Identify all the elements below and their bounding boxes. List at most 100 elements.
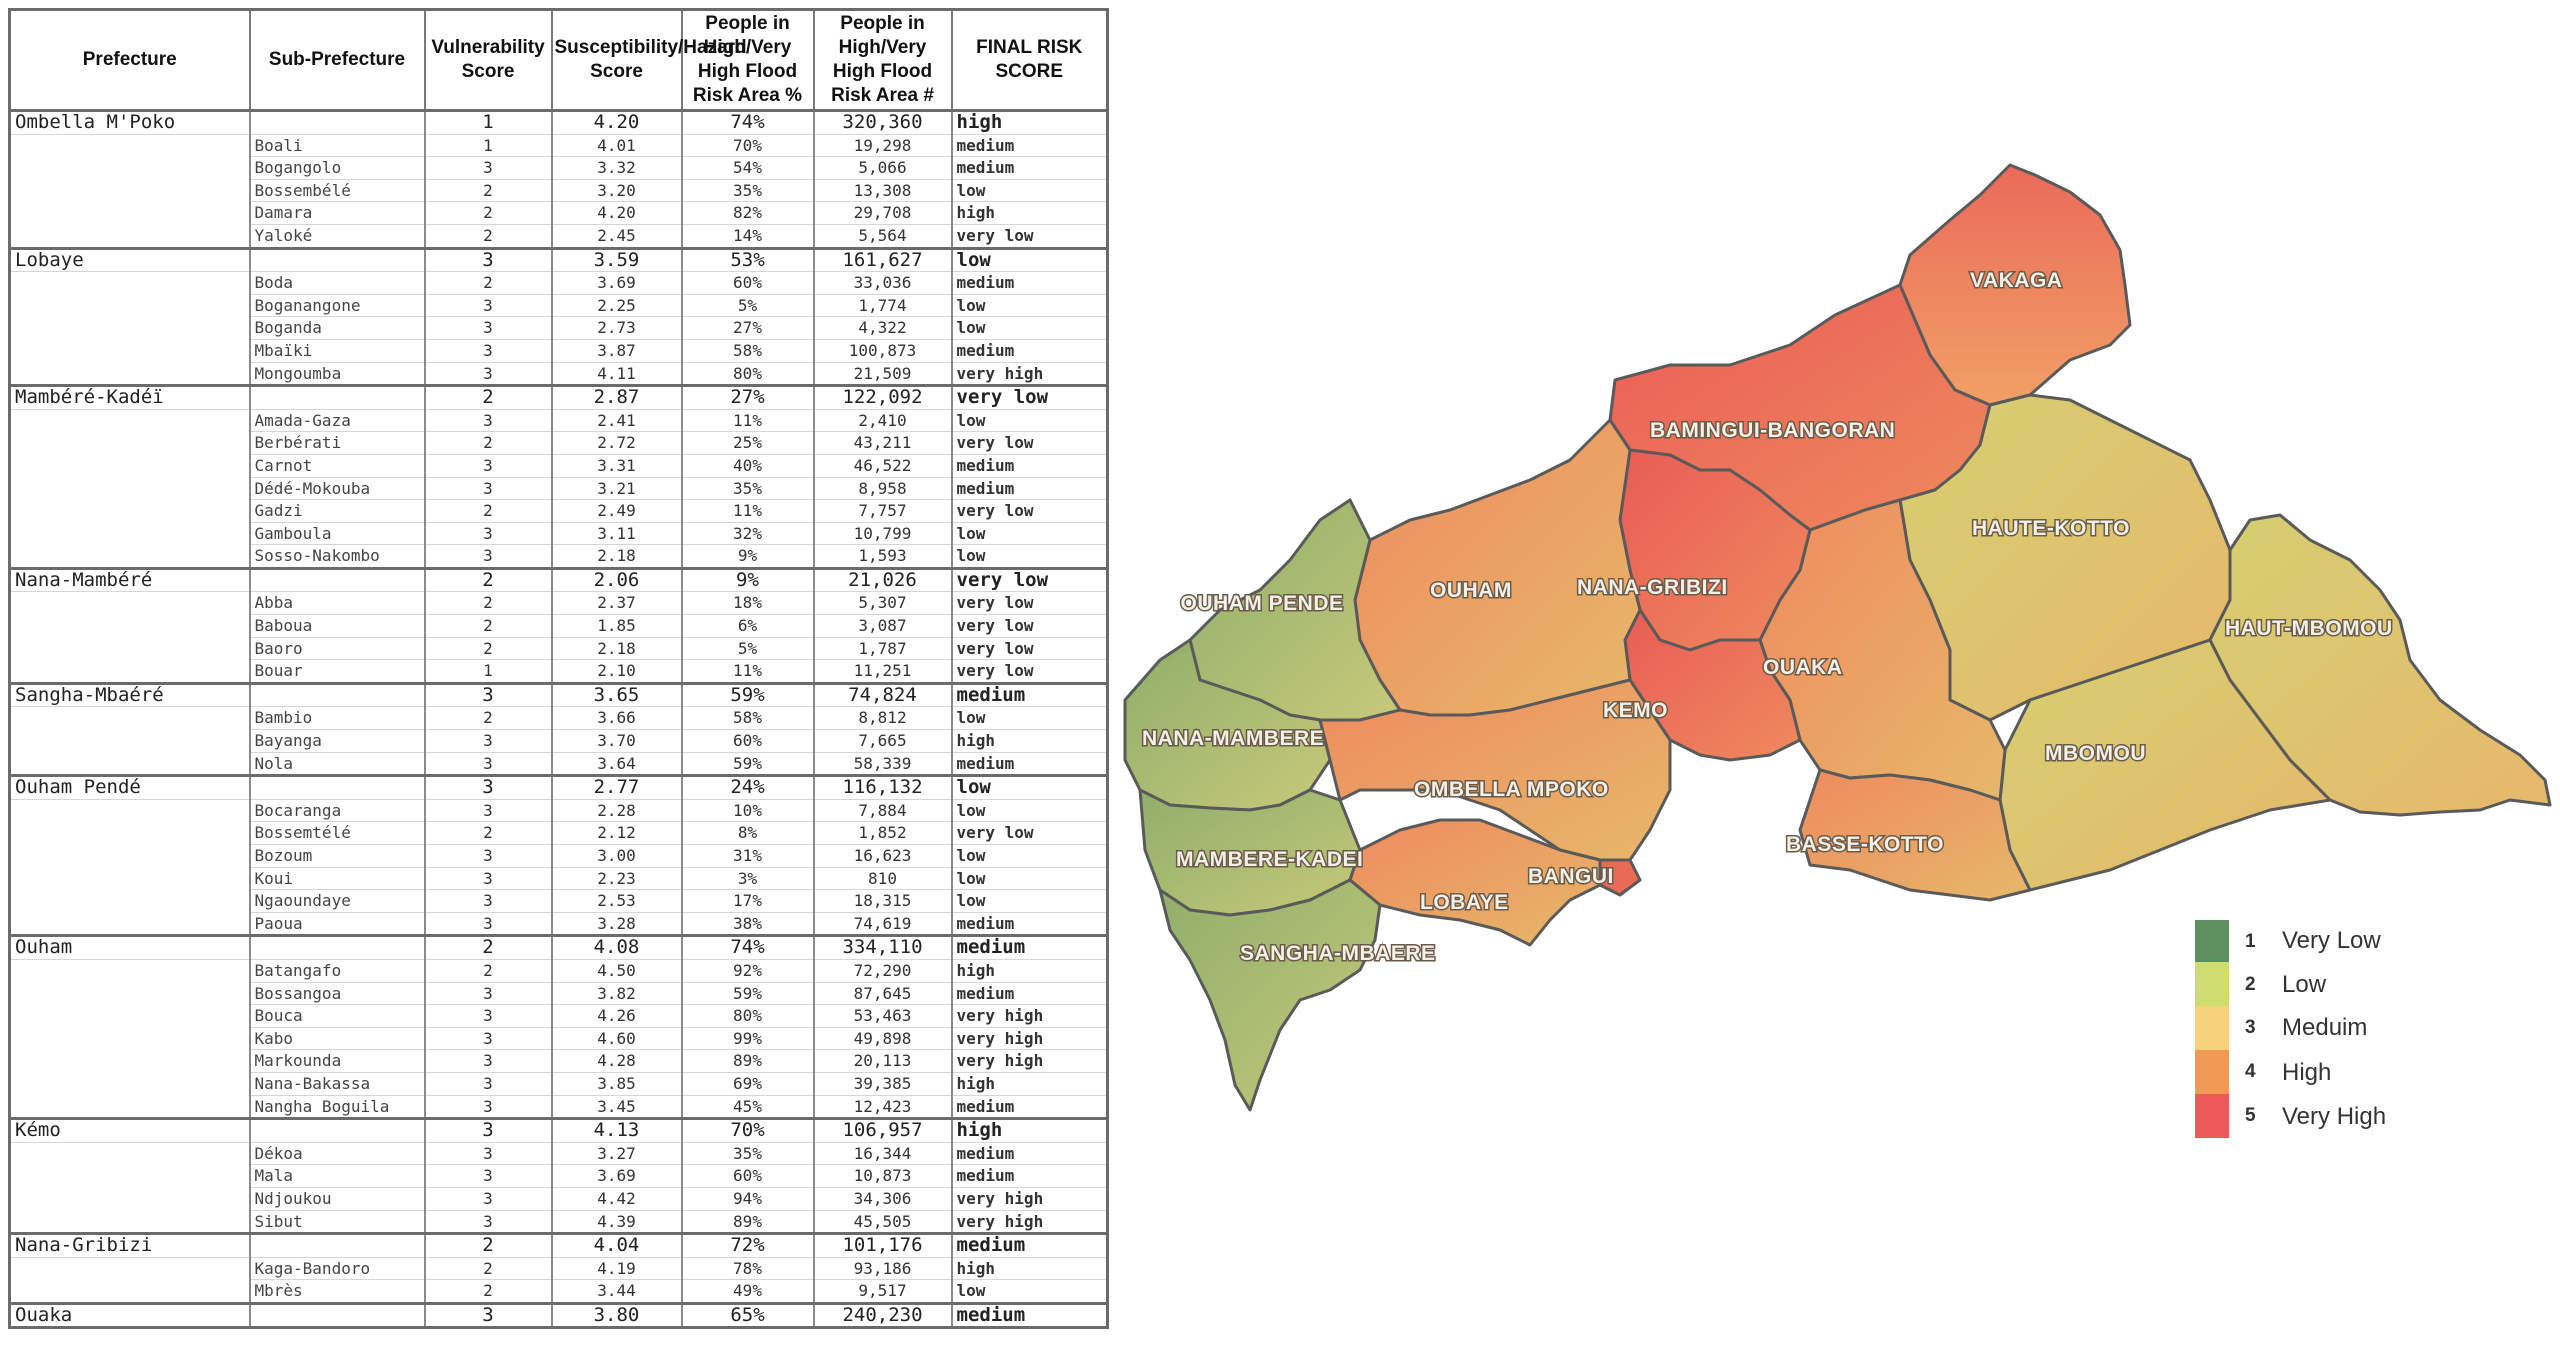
prefecture-cell [8,156,251,180]
legend-swatch-3 [2195,1006,2229,1050]
people-pct-cell: 11% [680,408,815,433]
sub-prefecture-row: Bossembélé 2 3.20 35% 13,308 low [8,178,1109,203]
prefecture-row: Ouham 2 4.08 74% 334,110 medium [8,934,1109,960]
prefecture-cell: Ouham [8,934,251,960]
people-count-cell: 1,787 [812,636,953,661]
sub-prefecture-cell: Sibut [248,1209,426,1235]
vulnerability-cell: 3 [423,544,553,569]
region-sangha-mbaere [1158,878,1382,1112]
people-pct-cell: 53% [680,246,815,273]
vulnerability-cell: 3 [423,1209,553,1235]
hazard-cell: 3.80 [550,1301,683,1329]
people-count-cell: 1,593 [812,544,953,569]
people-pct-cell: 27% [680,384,815,410]
hazard-cell: 3.82 [550,981,683,1006]
sub-prefecture-cell: Bossembélé [248,178,426,203]
people-pct-cell: 17% [680,889,815,913]
people-count-cell: 93,186 [812,1256,953,1281]
risk-cell: medium [950,1094,1109,1120]
prefecture-cell [8,201,251,225]
prefecture-cell [8,1256,251,1281]
hazard-cell: 2.28 [550,798,683,823]
vulnerability-cell: 3 [423,1026,553,1051]
sub-prefecture-cell: Bambio [248,706,426,731]
people-pct-cell: 24% [680,774,815,800]
people-pct-cell: 9% [680,544,815,569]
hazard-cell: 3.00 [550,844,683,868]
hazard-cell: 2.49 [550,499,683,523]
sub-prefecture-row: Abba 2 2.37 18% 5,307 very low [8,591,1109,616]
risk-cell: medium [950,1164,1109,1188]
people-count-cell: 7,884 [812,798,953,823]
col-header-final-risk: FINAL RISK SCORE [950,8,1109,112]
hazard-cell: 4.13 [550,1117,683,1143]
risk-cell: low [950,408,1109,433]
label-mambere-kadei: MAMBERE-KADEI [1176,848,1363,871]
people-count-cell: 39,385 [812,1071,953,1096]
hazard-cell: 4.19 [550,1256,683,1281]
sub-prefecture-row: Yaloké 2 2.45 14% 5,564 very low [8,223,1109,249]
sub-prefecture-cell: Markounda [248,1049,426,1073]
people-count-cell: 7,757 [812,499,953,523]
vulnerability-cell: 3 [423,453,553,478]
people-pct-cell: 35% [680,1141,815,1166]
vulnerability-cell: 3 [423,156,553,180]
sub-prefecture-row: Boganangone 3 2.25 5% 1,774 low [8,293,1109,318]
sub-prefecture-cell [248,1232,426,1258]
hazard-cell: 4.42 [550,1186,683,1211]
prefecture-cell [8,844,251,868]
vulnerability-cell: 2 [423,958,553,983]
sub-prefecture-cell: Dédé-Mokouba [248,476,426,501]
prefecture-cell [8,499,251,523]
label-kemo: KEMO [1603,699,1668,722]
risk-cell: medium [950,934,1109,960]
label-lobaye: LOBAYE [1420,891,1509,914]
prefecture-cell [8,476,251,501]
sub-prefecture-cell: Gadzi [248,499,426,523]
table-body: Ombella M'Poko 1 4.20 74% 320,360 high Boali 1 4… [8,109,1109,1329]
vulnerability-cell: 3 [423,316,553,340]
risk-cell: high [950,958,1109,983]
people-count-cell: 334,110 [812,934,953,960]
sub-prefecture-row: Koui 3 2.23 3% 810 low [8,866,1109,891]
hazard-cell: 4.01 [550,133,683,158]
people-count-cell: 20,113 [812,1049,953,1073]
sub-prefecture-row: Mongoumba 3 4.11 80% 21,509 very high [8,361,1109,387]
sub-prefecture-row: Bossemtélé 2 2.12 8% 1,852 very low [8,821,1109,845]
vulnerability-cell: 3 [423,729,553,753]
people-count-cell: 810 [812,866,953,891]
hazard-cell: 2.06 [550,566,683,593]
prefecture-row: Lobaye 3 3.59 53% 161,627 low [8,246,1109,273]
sub-prefecture-row: Mbrès 2 3.44 49% 9,517 low [8,1279,1109,1304]
people-pct-cell: 38% [680,911,815,937]
hazard-cell: 3.85 [550,1071,683,1096]
people-count-cell: 4,322 [812,316,953,340]
label-bamingui-bangoran: BAMINGUI-BANGORAN [1650,419,1895,442]
sub-prefecture-cell: Bocaranga [248,798,426,823]
prefecture-cell [8,981,251,1006]
label-bangui: BANGUI [1528,865,1614,888]
sub-prefecture-row: Nola 3 3.64 59% 58,339 medium [8,751,1109,777]
people-pct-cell: 27% [680,316,815,340]
hazard-cell: 3.69 [550,1164,683,1188]
risk-cell: low [950,316,1109,340]
label-haut-mbomou: HAUT-MBOMOU [2225,617,2393,640]
people-pct-cell: 69% [680,1071,815,1096]
people-count-cell: 33,036 [812,271,953,295]
vulnerability-cell: 3 [423,1049,553,1073]
vulnerability-cell: 2 [423,223,553,249]
hazard-cell: 3.64 [550,751,683,777]
hazard-cell: 3.28 [550,911,683,937]
people-count-cell: 9,517 [812,1279,953,1304]
hazard-cell: 2.73 [550,316,683,340]
vulnerability-cell: 3 [423,1071,553,1096]
vulnerability-cell: 3 [423,681,553,708]
people-pct-cell: 9% [680,566,815,593]
sub-prefecture-row: Sibut 3 4.39 89% 45,505 very high [8,1209,1109,1235]
sub-prefecture-cell: Nangha Boguila [248,1094,426,1120]
legend-swatch-5 [2195,1094,2229,1138]
vulnerability-cell: 3 [423,981,553,1006]
risk-cell: high [950,729,1109,753]
people-pct-cell: 99% [680,1026,815,1051]
legend-label-1: Very Low [2282,927,2381,954]
